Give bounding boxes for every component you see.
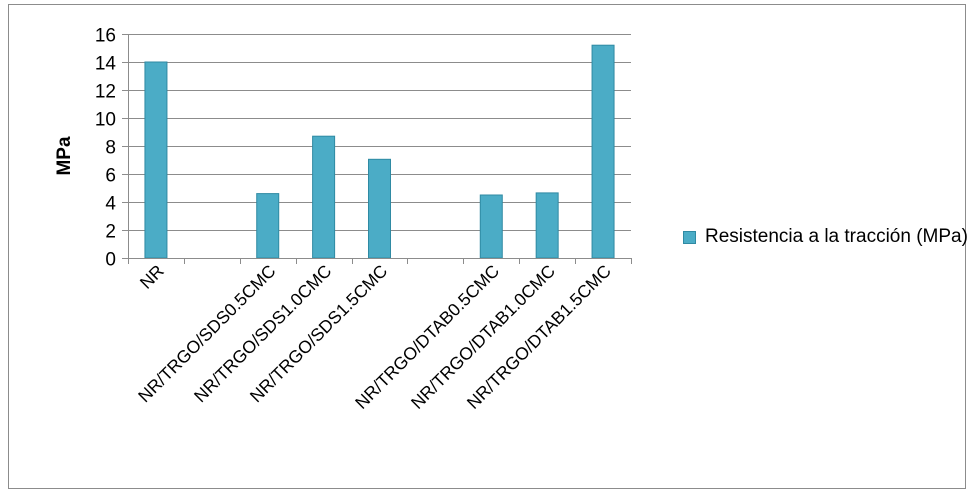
bar-chart: 0 2 4 6 8 10 12 14 16 NRNR/TRGO/SDS0.5CMCNR/TRGO…	[54, 26, 632, 413]
bar	[591, 44, 615, 259]
y-axis-title: MPa	[54, 136, 75, 176]
legend-label: Resistencia a la tracción (MPa)	[705, 226, 968, 247]
y-tick-label: 16	[95, 26, 116, 47]
y-tick-label: 10	[95, 110, 116, 131]
y-tick-label: 4	[105, 194, 116, 215]
y-tick-labels: 0 2 4 6 8 10 12 14 16	[95, 26, 117, 271]
bar	[256, 193, 280, 259]
axes	[128, 34, 632, 264]
gridlines	[122, 34, 631, 259]
bar	[535, 192, 559, 259]
chart-frame: 0 2 4 6 8 10 12 14 16 NR NR/TRGO/SDS0.5CMC NR/TRGO…	[8, 4, 968, 489]
x-category-labels: NRNR/TRGO/SDS0.5CMCNR/TRGO/SDS1.0CMCNR/T…	[134, 261, 615, 413]
legend-swatch	[683, 231, 696, 244]
bar	[312, 135, 336, 259]
y-tick-label: 8	[105, 138, 116, 159]
y-tick-label: 2	[105, 222, 116, 243]
y-tick-label: 6	[105, 166, 116, 187]
bar	[479, 194, 503, 259]
x-category-label: NR	[136, 261, 168, 293]
bars	[144, 44, 615, 259]
y-tick-label: 12	[95, 82, 116, 103]
y-tick-label: 14	[95, 54, 117, 75]
bar	[144, 61, 168, 259]
bar	[368, 158, 391, 259]
y-tick-label: 0	[105, 250, 116, 271]
